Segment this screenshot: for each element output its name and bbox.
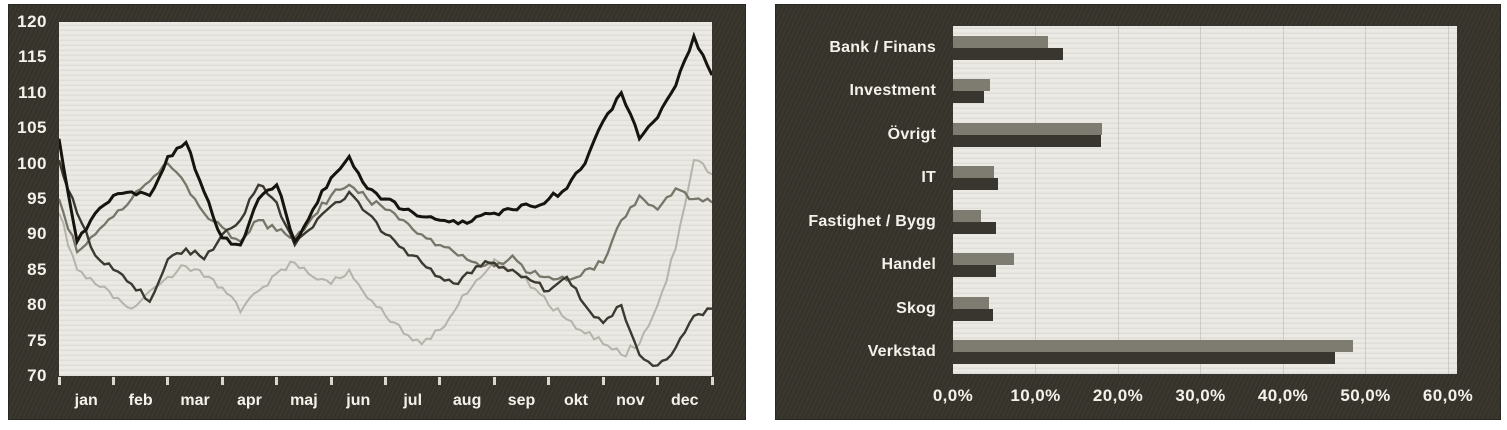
- x-axis-label: aug: [452, 392, 482, 409]
- lower-dark-bar: [953, 308, 993, 321]
- upper-gray-bar: [953, 296, 990, 309]
- upper-gray-bar: [953, 79, 991, 92]
- month-tick-mark: [384, 377, 387, 385]
- x-axis-label: jan: [74, 392, 98, 409]
- lower-dark-bar: [953, 265, 996, 278]
- lower-dark-bar: [953, 134, 1101, 147]
- upper-gray-bar: [953, 209, 982, 222]
- line-chart-plot-area: [59, 22, 712, 376]
- y-axis-label: 115: [18, 47, 47, 67]
- category-label: Bank / Finans: [829, 38, 936, 56]
- percent-tick-label: 60,0%: [1422, 386, 1474, 405]
- month-tick-mark: [329, 377, 333, 385]
- month-tick-mark: [601, 377, 605, 385]
- percent-tick-label: 30,0%: [1175, 386, 1226, 405]
- month-tick-mark: [547, 377, 551, 385]
- month-tick-mark: [438, 377, 442, 385]
- percent-tick-label: 40,0%: [1257, 386, 1309, 405]
- y-axis-label: 80: [27, 295, 47, 315]
- x-axis-label: mar: [180, 392, 210, 409]
- y-axis-label: 100: [17, 153, 47, 173]
- category-label: Övrigt: [887, 125, 936, 143]
- medium-gray-line: [59, 162, 712, 282]
- month-tick-mark: [111, 377, 115, 385]
- month-tick-mark: [220, 377, 224, 385]
- line-chart: 120 115 110 105 100 95 90 85 80 75 70 jan feb mar apr…: [8, 4, 746, 420]
- upper-gray-bar: [953, 253, 1015, 266]
- x-axis-label: apr: [237, 392, 262, 409]
- x-axis-label: sep: [507, 392, 536, 409]
- percent-tick-label: 10,0%: [1010, 386, 1061, 405]
- category-label: Skog: [896, 299, 936, 317]
- lower-dark-bar: [953, 47, 1063, 60]
- bar-chart: Bank / Finans Investment Övrigt IT Fastighet…: [775, 4, 1501, 420]
- percent-tick-label: 50,0%: [1340, 386, 1391, 405]
- category-label: Investment: [849, 82, 936, 100]
- grid-line: [1117, 26, 1119, 374]
- upper-gray-bar: [953, 340, 1354, 353]
- x-axis-label: jun: [346, 392, 371, 409]
- month-tick-mark: [166, 377, 170, 385]
- black-line: [59, 31, 712, 247]
- x-axis-label: okt: [563, 392, 588, 409]
- month-tick-mark: [710, 377, 714, 385]
- line-series-svg: [59, 31, 712, 368]
- month-tick-mark: [656, 377, 660, 385]
- category-label: IT: [921, 169, 936, 187]
- y-axis-label: 95: [27, 189, 47, 208]
- month-tick-mark: [57, 377, 61, 385]
- grid-line: [1035, 26, 1036, 374]
- grid-line: [1447, 26, 1449, 374]
- month-tick-mark: [275, 377, 279, 385]
- y-axis-label: 85: [27, 259, 47, 279]
- category-label: Verkstad: [867, 343, 936, 361]
- upper-gray-bar: [953, 35, 1048, 48]
- upper-gray-bar: [953, 166, 995, 179]
- bar-chart-plot-area: [953, 26, 1457, 374]
- category-label: Fastighet / Bygg: [808, 212, 936, 230]
- category-label: Handel: [881, 256, 936, 274]
- lower-dark-bar: [953, 178, 999, 191]
- percent-tick-label: 20,0%: [1092, 386, 1144, 405]
- lower-dark-bar: [953, 91, 985, 104]
- percent-tick-label: 0,0%: [932, 386, 974, 405]
- x-axis-label: feb: [128, 392, 153, 409]
- x-axis-label: jul: [403, 392, 423, 409]
- light-gray-line: [59, 159, 712, 358]
- grid-line: [1200, 26, 1201, 374]
- y-axis-label: 120: [17, 12, 47, 31]
- y-axis-label: 75: [27, 330, 47, 350]
- y-axis-label: 110: [18, 82, 47, 102]
- x-axis-label: dec: [670, 392, 699, 409]
- grid-line: [1365, 26, 1366, 374]
- upper-gray-bar: [953, 122, 1102, 135]
- dark-gray-line: [59, 159, 712, 368]
- x-axis-label: maj: [290, 392, 318, 409]
- y-axis-label: 90: [27, 224, 47, 244]
- lower-dark-bar: [953, 352, 1335, 365]
- lower-dark-bar: [953, 221, 996, 234]
- y-axis-label: 105: [17, 118, 47, 138]
- x-axis-label: nov: [616, 392, 645, 409]
- y-axis-label: 70: [27, 366, 47, 385]
- grid-line: [1282, 26, 1284, 374]
- month-tick-mark: [492, 377, 496, 385]
